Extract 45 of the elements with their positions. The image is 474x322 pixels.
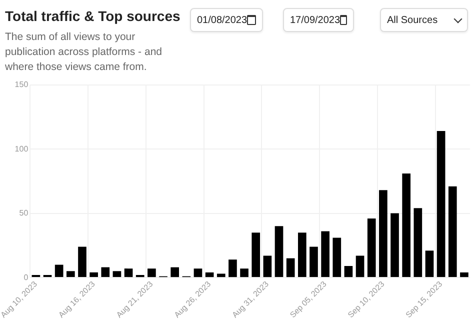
bar bbox=[170, 267, 180, 278]
bar bbox=[101, 267, 110, 278]
date-field: 01/08/2023 bbox=[190, 8, 263, 32]
bar bbox=[274, 226, 284, 278]
bar bbox=[379, 190, 388, 278]
bar bbox=[402, 173, 411, 278]
bar bbox=[310, 246, 318, 278]
bar bbox=[414, 208, 422, 278]
bar bbox=[321, 231, 330, 278]
bar bbox=[252, 232, 260, 278]
dropdown-field: All Sources bbox=[380, 8, 468, 32]
bar bbox=[240, 268, 248, 278]
bar bbox=[43, 274, 52, 278]
y-tick-label: 0 bbox=[24, 272, 29, 282]
bar bbox=[216, 274, 226, 278]
bar bbox=[436, 131, 446, 278]
y-tick-label: 150 bbox=[14, 80, 29, 90]
bar bbox=[124, 268, 133, 278]
date-field: 17/09/2023 bbox=[283, 8, 354, 32]
bar bbox=[66, 271, 75, 278]
bar bbox=[356, 256, 364, 278]
bar bbox=[390, 213, 399, 278]
bar bbox=[112, 271, 122, 278]
bar bbox=[344, 266, 353, 278]
bar bbox=[90, 272, 98, 278]
bar bbox=[332, 238, 342, 278]
bar bbox=[425, 250, 434, 278]
bar bbox=[136, 274, 144, 278]
y-tick-label: 100 bbox=[14, 144, 29, 154]
bar bbox=[78, 246, 86, 278]
bar bbox=[205, 272, 214, 278]
chart-title: Total traffic & Top sources bbox=[5, 8, 180, 24]
bar bbox=[32, 274, 40, 278]
bar bbox=[298, 232, 306, 278]
bar bbox=[286, 258, 295, 278]
y-tick-label: 50 bbox=[19, 208, 29, 218]
bar bbox=[367, 218, 376, 278]
bar bbox=[54, 264, 64, 278]
bar bbox=[228, 260, 237, 278]
bar bbox=[263, 256, 272, 278]
chart-subtitle: The sum of all views to your publication across platforms - and where those views came from. bbox=[5, 30, 163, 75]
bar bbox=[460, 272, 468, 278]
bar bbox=[148, 268, 156, 278]
bar bbox=[194, 268, 202, 278]
bar bbox=[448, 186, 457, 278]
